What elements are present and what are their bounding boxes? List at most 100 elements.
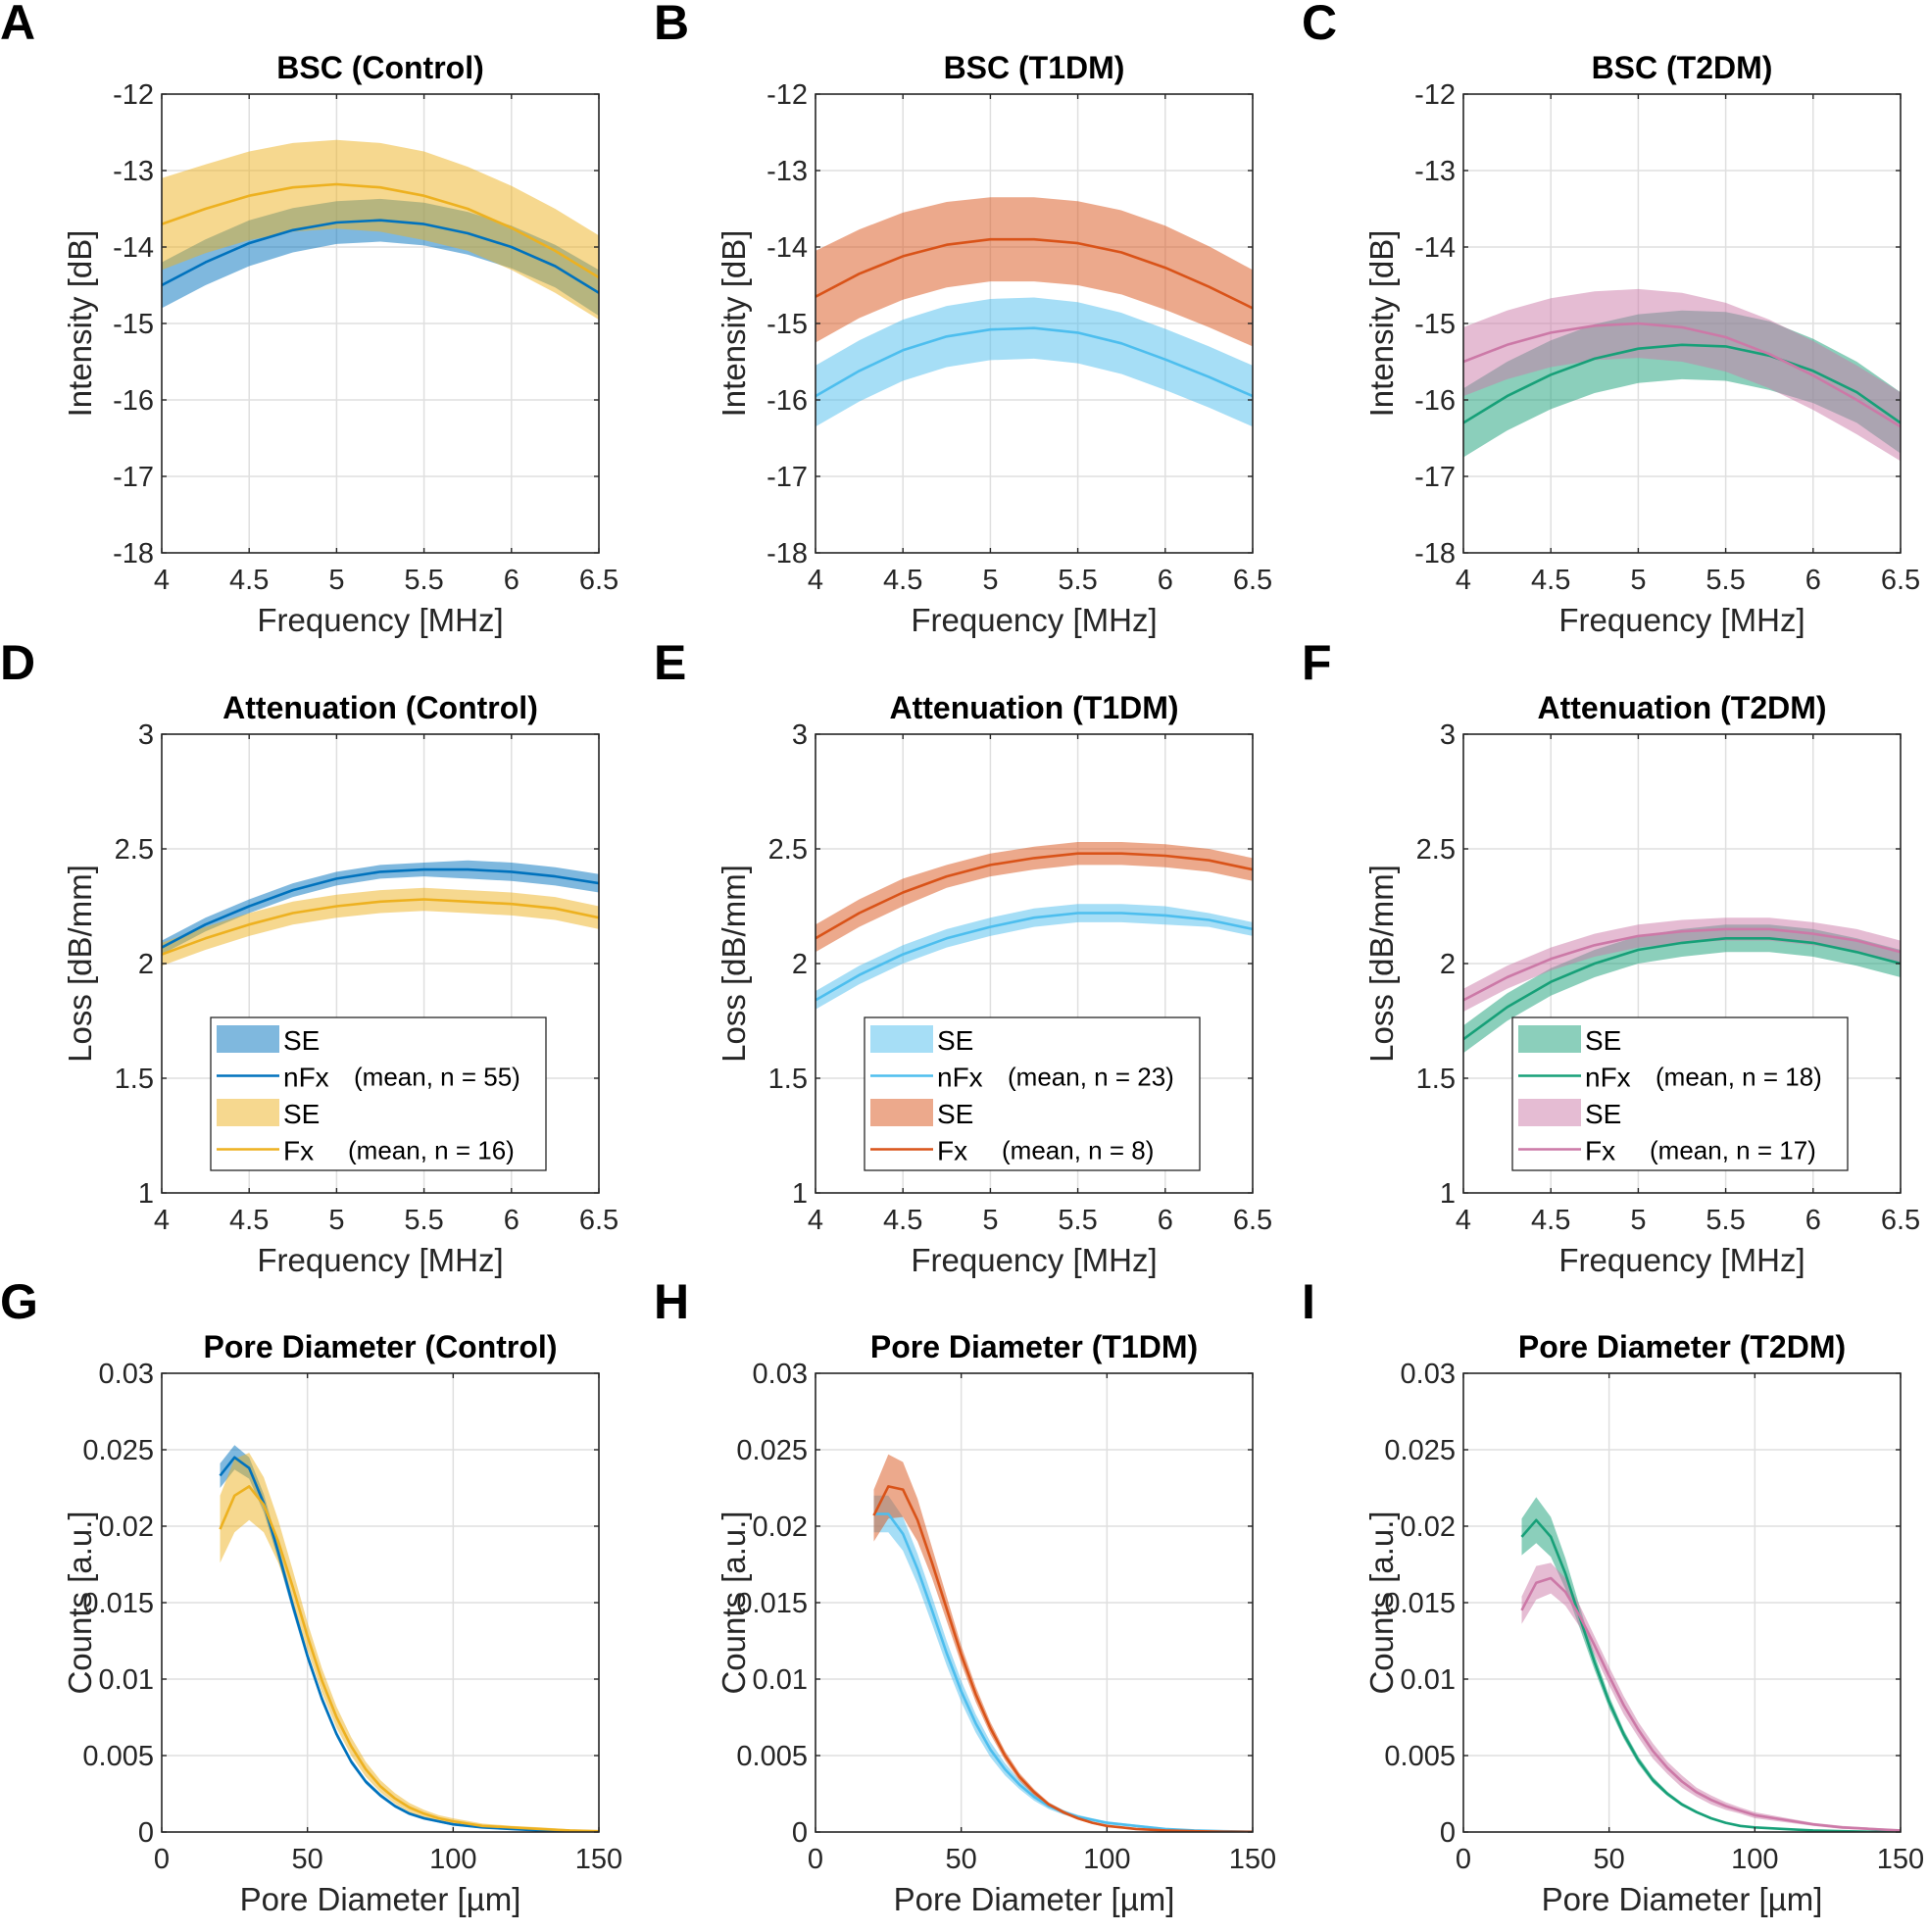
x-tick-label: 50: [946, 1844, 977, 1875]
x-tick-label: 6: [504, 1205, 519, 1236]
plot-title: BSC (T1DM): [944, 50, 1125, 85]
legend-se-swatch: [870, 1025, 933, 1053]
mean-line-nfx: [162, 867, 599, 949]
x-tick-label: 4: [808, 565, 823, 596]
mean-line-nfx: [816, 326, 1253, 398]
se-band-nfx: [1521, 1497, 1901, 1832]
se-band-fx: [873, 1454, 1253, 1832]
panel-letter: D: [0, 635, 35, 690]
se-band-fx: [220, 1453, 599, 1832]
panel-letter: H: [654, 1274, 689, 1329]
x-tick-label: 6: [1158, 565, 1173, 596]
x-axis-label: Frequency [MHz]: [911, 1242, 1157, 1278]
x-tick-label: 4.5: [229, 565, 269, 596]
y-tick-label: -15: [113, 309, 154, 340]
mean-line-fx: [219, 1485, 599, 1832]
plot-area: [872, 1454, 1253, 1832]
plot-area: [219, 1445, 599, 1832]
y-tick-label: -13: [113, 156, 154, 187]
y-tick-label: 0.03: [1401, 1359, 1456, 1390]
plot-area: [162, 139, 599, 321]
x-tick-label: 4.5: [1531, 1205, 1570, 1236]
legend-label: SE: [283, 1025, 320, 1056]
y-tick-label: 0.01: [99, 1664, 154, 1696]
panel-letter: G: [0, 1274, 38, 1329]
y-tick-label: -18: [113, 538, 154, 570]
legend: SE nFx (mean, n = 55) SE Fx (mean, n = 16): [210, 1016, 547, 1171]
plot-title: Attenuation (T2DM): [1537, 690, 1826, 725]
x-tick-label: 6.5: [1233, 1205, 1272, 1236]
se-band-fx: [816, 197, 1253, 347]
x-tick-label: 6.5: [1881, 1205, 1920, 1236]
x-tick-label: 150: [1229, 1844, 1276, 1875]
y-tick-label: 0.025: [736, 1435, 808, 1466]
x-tick-label: 5.5: [1706, 565, 1745, 596]
legend-note: (mean, n = 16): [348, 1136, 515, 1165]
se-band-nfx: [816, 904, 1253, 1010]
legend-note: (mean, n = 17): [1650, 1136, 1816, 1165]
legend-note: (mean, n = 18): [1656, 1063, 1822, 1092]
legend-se-swatch: [870, 1099, 933, 1126]
x-axis-label: Frequency [MHz]: [257, 1242, 503, 1278]
y-tick-label: 1: [138, 1178, 154, 1210]
panel-g: G Pore Diameter (Control) 0 50 100 150 0 0.005 0…: [0, 1274, 622, 1917]
panel-c: C BSC (T2DM) 4 4.5 5 5.5 6 6.5 -18 -17 -16 -15 -14 -1…: [1302, 0, 1920, 638]
x-tick-label: 0: [1456, 1844, 1471, 1875]
y-tick-label: -18: [1414, 538, 1456, 570]
plot-title: Pore Diameter (T1DM): [870, 1329, 1198, 1364]
legend: SE nFx (mean, n = 18) SE Fx (mean, n = 17): [1511, 1016, 1849, 1171]
mean-line-fx: [872, 1485, 1253, 1832]
plot-title: Pore Diameter (Control): [204, 1329, 558, 1364]
mean-line-nfx: [1463, 343, 1901, 424]
mean-line-nfx: [873, 1512, 1253, 1832]
mean-line-nfx: [1520, 1518, 1901, 1832]
x-tick-label: 100: [1083, 1844, 1130, 1875]
y-tick-label: 2.5: [768, 834, 808, 866]
legend-label: nFx: [937, 1063, 983, 1093]
mean-line-fx: [162, 898, 599, 956]
panel-letter: A: [0, 0, 35, 50]
y-tick-label: -15: [766, 309, 808, 340]
legend-note: (mean, n = 55): [354, 1063, 520, 1092]
y-tick-label: 1.5: [115, 1064, 154, 1095]
legend-se-swatch: [1518, 1025, 1581, 1053]
x-tick-label: 50: [1594, 1844, 1625, 1875]
y-tick-label: -13: [766, 156, 808, 187]
x-tick-label: 4.5: [883, 1205, 922, 1236]
y-axis-label: Counts [a.u.]: [62, 1511, 98, 1694]
x-tick-label: 6: [1805, 565, 1821, 596]
y-tick-label: -13: [1414, 156, 1456, 187]
y-axis-label: Intensity [dB]: [62, 230, 98, 418]
plot-area: [816, 842, 1253, 1010]
x-tick-label: 4: [154, 1205, 170, 1236]
y-tick-label: -18: [766, 538, 808, 570]
x-tick-label: 4: [1456, 1205, 1471, 1236]
x-axis-label: Pore Diameter [µm]: [1542, 1881, 1823, 1917]
plot-area: [1520, 1497, 1901, 1832]
x-tick-label: 4.5: [229, 1205, 269, 1236]
y-tick-label: 0.015: [1384, 1588, 1456, 1619]
legend-label: nFx: [283, 1063, 329, 1093]
se-band-fx: [1463, 288, 1901, 462]
y-tick-label: -17: [113, 462, 154, 493]
y-axis-label: Loss [dB/mm]: [62, 865, 98, 1063]
y-tick-label: 0.025: [1384, 1435, 1456, 1466]
legend-label: nFx: [1585, 1063, 1631, 1093]
y-tick-label: 3: [792, 719, 808, 751]
se-band-fx: [1521, 1562, 1901, 1832]
legend-label: SE: [1585, 1025, 1621, 1056]
x-axis-label: Frequency [MHz]: [1558, 1242, 1804, 1278]
plot-title: Attenuation (T1DM): [889, 690, 1178, 725]
x-tick-label: 5.5: [1706, 1205, 1745, 1236]
y-axis-label: Loss [dB/mm]: [716, 865, 752, 1063]
x-tick-label: 4: [1456, 565, 1471, 596]
x-tick-label: 5: [328, 565, 344, 596]
y-tick-label: 1.5: [768, 1064, 808, 1095]
x-tick-label: 4: [808, 1205, 823, 1236]
mean-line-nfx: [816, 912, 1253, 1002]
legend-se-swatch: [1518, 1099, 1581, 1126]
x-tick-label: 6: [504, 565, 519, 596]
plot-title: Pore Diameter (T2DM): [1518, 1329, 1846, 1364]
plot-area: [1463, 917, 1901, 1054]
legend-label: SE: [1585, 1099, 1621, 1129]
